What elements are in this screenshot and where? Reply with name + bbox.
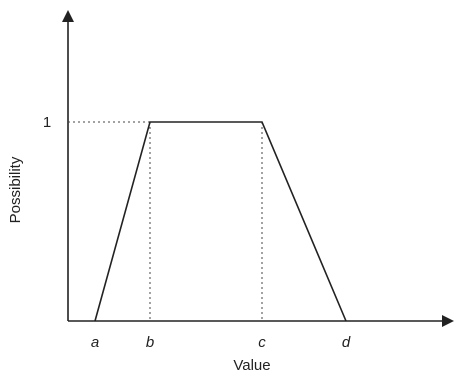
y-tick-label-1: 1 bbox=[43, 114, 51, 131]
x-tick-label-b: b bbox=[146, 334, 154, 351]
series-line bbox=[94, 121, 347, 322]
x-tick-label-c: c bbox=[258, 334, 266, 351]
y-axis-title: Possibility bbox=[7, 156, 24, 223]
x-axis-title: Value bbox=[233, 357, 270, 374]
x-tick-label-d: d bbox=[342, 334, 351, 351]
x-tick-label-a: a bbox=[91, 334, 99, 351]
